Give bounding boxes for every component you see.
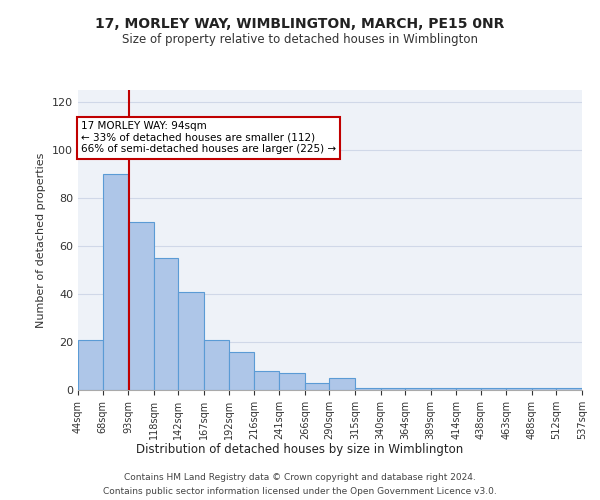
Bar [103,174,128,390]
Bar [556,388,582,390]
Text: Contains HM Land Registry data © Crown copyright and database right 2024.: Contains HM Land Registry data © Crown c… [124,472,476,482]
Bar [305,383,329,390]
Bar [280,373,305,390]
Bar [254,371,280,390]
Bar [154,258,178,390]
Y-axis label: Number of detached properties: Number of detached properties [37,152,46,328]
Bar [204,340,229,390]
Text: Contains public sector information licensed under the Open Government Licence v3: Contains public sector information licen… [103,488,497,496]
Bar [481,388,506,390]
Bar [178,292,204,390]
Bar [456,388,481,390]
Bar [229,352,254,390]
Bar [128,222,154,390]
Text: 17 MORLEY WAY: 94sqm
← 33% of detached houses are smaller (112)
66% of semi-deta: 17 MORLEY WAY: 94sqm ← 33% of detached h… [81,121,336,154]
Bar [431,388,456,390]
Text: Distribution of detached houses by size in Wimblington: Distribution of detached houses by size … [136,442,464,456]
Bar [355,388,380,390]
Bar [380,388,405,390]
Bar [329,378,355,390]
Text: Size of property relative to detached houses in Wimblington: Size of property relative to detached ho… [122,32,478,46]
Bar [532,388,556,390]
Bar [78,340,103,390]
Bar [506,388,532,390]
Bar [405,388,431,390]
Text: 17, MORLEY WAY, WIMBLINGTON, MARCH, PE15 0NR: 17, MORLEY WAY, WIMBLINGTON, MARCH, PE15… [95,18,505,32]
